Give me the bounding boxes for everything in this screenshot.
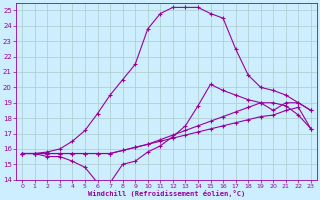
X-axis label: Windchill (Refroidissement éolien,°C): Windchill (Refroidissement éolien,°C) <box>88 190 245 197</box>
